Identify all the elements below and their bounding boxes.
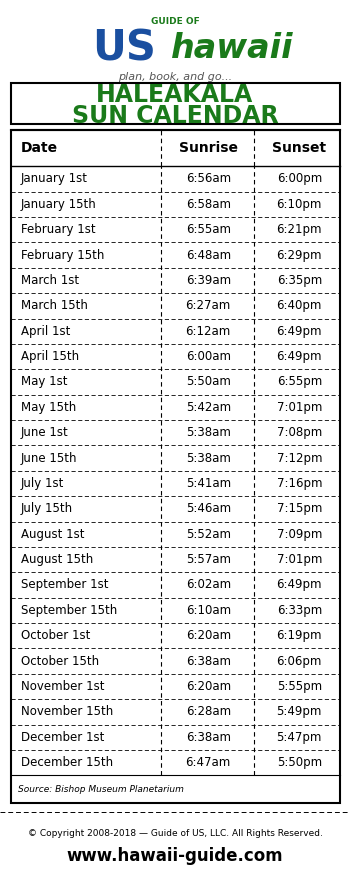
Text: 6:10am: 6:10am [186, 604, 231, 617]
Text: 6:48am: 6:48am [186, 248, 231, 262]
Text: March 1st: March 1st [21, 274, 79, 287]
Text: November 15th: November 15th [21, 705, 113, 718]
Text: 5:55pm: 5:55pm [277, 680, 322, 693]
Text: 6:38am: 6:38am [186, 731, 231, 744]
Text: 5:38am: 5:38am [186, 452, 231, 465]
Text: 6:06pm: 6:06pm [276, 654, 322, 668]
Text: US: US [92, 27, 156, 69]
Text: December 15th: December 15th [21, 756, 113, 769]
Text: 6:40pm: 6:40pm [276, 299, 322, 312]
Text: November 1st: November 1st [21, 680, 105, 693]
Text: Sunset: Sunset [272, 141, 326, 155]
Text: 6:19pm: 6:19pm [276, 629, 322, 642]
Text: 5:41am: 5:41am [186, 477, 231, 490]
Text: January 15th: January 15th [21, 198, 97, 211]
Text: 6:00am: 6:00am [186, 350, 231, 363]
Text: May 1st: May 1st [21, 375, 68, 388]
Bar [10, 83, 340, 124]
Text: 5:42am: 5:42am [186, 401, 231, 414]
Text: 5:47pm: 5:47pm [276, 731, 322, 744]
Text: October 1st: October 1st [21, 629, 90, 642]
Text: 5:52am: 5:52am [186, 528, 231, 541]
Text: 6:47am: 6:47am [186, 756, 231, 769]
Text: www.hawaii-guide.com: www.hawaii-guide.com [67, 847, 283, 864]
Text: June 1st: June 1st [21, 426, 69, 439]
Text: 6:56am: 6:56am [186, 172, 231, 186]
Text: plan, book, and go...: plan, book, and go... [118, 72, 232, 82]
Text: September 1st: September 1st [21, 578, 108, 592]
Text: SUN CALENDAR: SUN CALENDAR [72, 104, 278, 129]
Text: 6:39am: 6:39am [186, 274, 231, 287]
Text: October 15th: October 15th [21, 654, 99, 668]
Text: Sunrise: Sunrise [179, 141, 238, 155]
Text: Date: Date [21, 141, 58, 155]
Text: 6:49pm: 6:49pm [276, 578, 322, 592]
Text: May 15th: May 15th [21, 401, 76, 414]
Text: 5:50pm: 5:50pm [277, 756, 322, 769]
Text: 6:20am: 6:20am [186, 629, 231, 642]
Text: 6:10pm: 6:10pm [276, 198, 322, 211]
Text: 7:15pm: 7:15pm [276, 502, 322, 515]
Text: 6:38am: 6:38am [186, 654, 231, 668]
Text: 6:49pm: 6:49pm [276, 325, 322, 338]
Text: 6:55am: 6:55am [186, 223, 231, 236]
Text: February 1st: February 1st [21, 223, 96, 236]
Text: 7:16pm: 7:16pm [276, 477, 322, 490]
Text: 6:33pm: 6:33pm [276, 604, 322, 617]
Text: 6:12am: 6:12am [186, 325, 231, 338]
Text: 5:38am: 5:38am [186, 426, 231, 439]
Text: 6:21pm: 6:21pm [276, 223, 322, 236]
Text: 6:49pm: 6:49pm [276, 350, 322, 363]
Text: 6:02am: 6:02am [186, 578, 231, 592]
Text: Source: Bishop Museum Planetarium: Source: Bishop Museum Planetarium [18, 785, 183, 794]
Text: February 15th: February 15th [21, 248, 104, 262]
Text: 7:01pm: 7:01pm [276, 401, 322, 414]
Text: 6:35pm: 6:35pm [276, 274, 322, 287]
Text: 5:49pm: 5:49pm [276, 705, 322, 718]
Text: 5:46am: 5:46am [186, 502, 231, 515]
Text: hawaii: hawaii [172, 31, 294, 65]
Bar [10, 130, 340, 803]
Text: 5:57am: 5:57am [186, 553, 231, 566]
Text: March 15th: March 15th [21, 299, 88, 312]
Text: August 15th: August 15th [21, 553, 93, 566]
Text: 7:12pm: 7:12pm [276, 452, 322, 465]
Text: 6:29pm: 6:29pm [276, 248, 322, 262]
Text: July 15th: July 15th [21, 502, 73, 515]
Text: December 1st: December 1st [21, 731, 104, 744]
Text: 6:27am: 6:27am [186, 299, 231, 312]
Text: April 15th: April 15th [21, 350, 79, 363]
Text: January 1st: January 1st [21, 172, 88, 186]
Text: 7:09pm: 7:09pm [276, 528, 322, 541]
Text: September 15th: September 15th [21, 604, 117, 617]
Text: 6:55pm: 6:55pm [276, 375, 322, 388]
Text: 7:01pm: 7:01pm [276, 553, 322, 566]
Text: 6:58am: 6:58am [186, 198, 231, 211]
Text: 5:50am: 5:50am [186, 375, 231, 388]
Text: HALEAKALA: HALEAKALA [96, 82, 254, 107]
Text: GUIDE OF: GUIDE OF [150, 18, 200, 26]
Text: July 1st: July 1st [21, 477, 64, 490]
Text: 7:08pm: 7:08pm [276, 426, 322, 439]
Text: © Copyright 2008-2018 — Guide of US, LLC. All Rights Reserved.: © Copyright 2008-2018 — Guide of US, LLC… [28, 829, 322, 837]
Text: 6:20am: 6:20am [186, 680, 231, 693]
Text: April 1st: April 1st [21, 325, 70, 338]
Text: August 1st: August 1st [21, 528, 84, 541]
Text: 6:00pm: 6:00pm [276, 172, 322, 186]
Text: June 15th: June 15th [21, 452, 77, 465]
Text: 6:28am: 6:28am [186, 705, 231, 718]
